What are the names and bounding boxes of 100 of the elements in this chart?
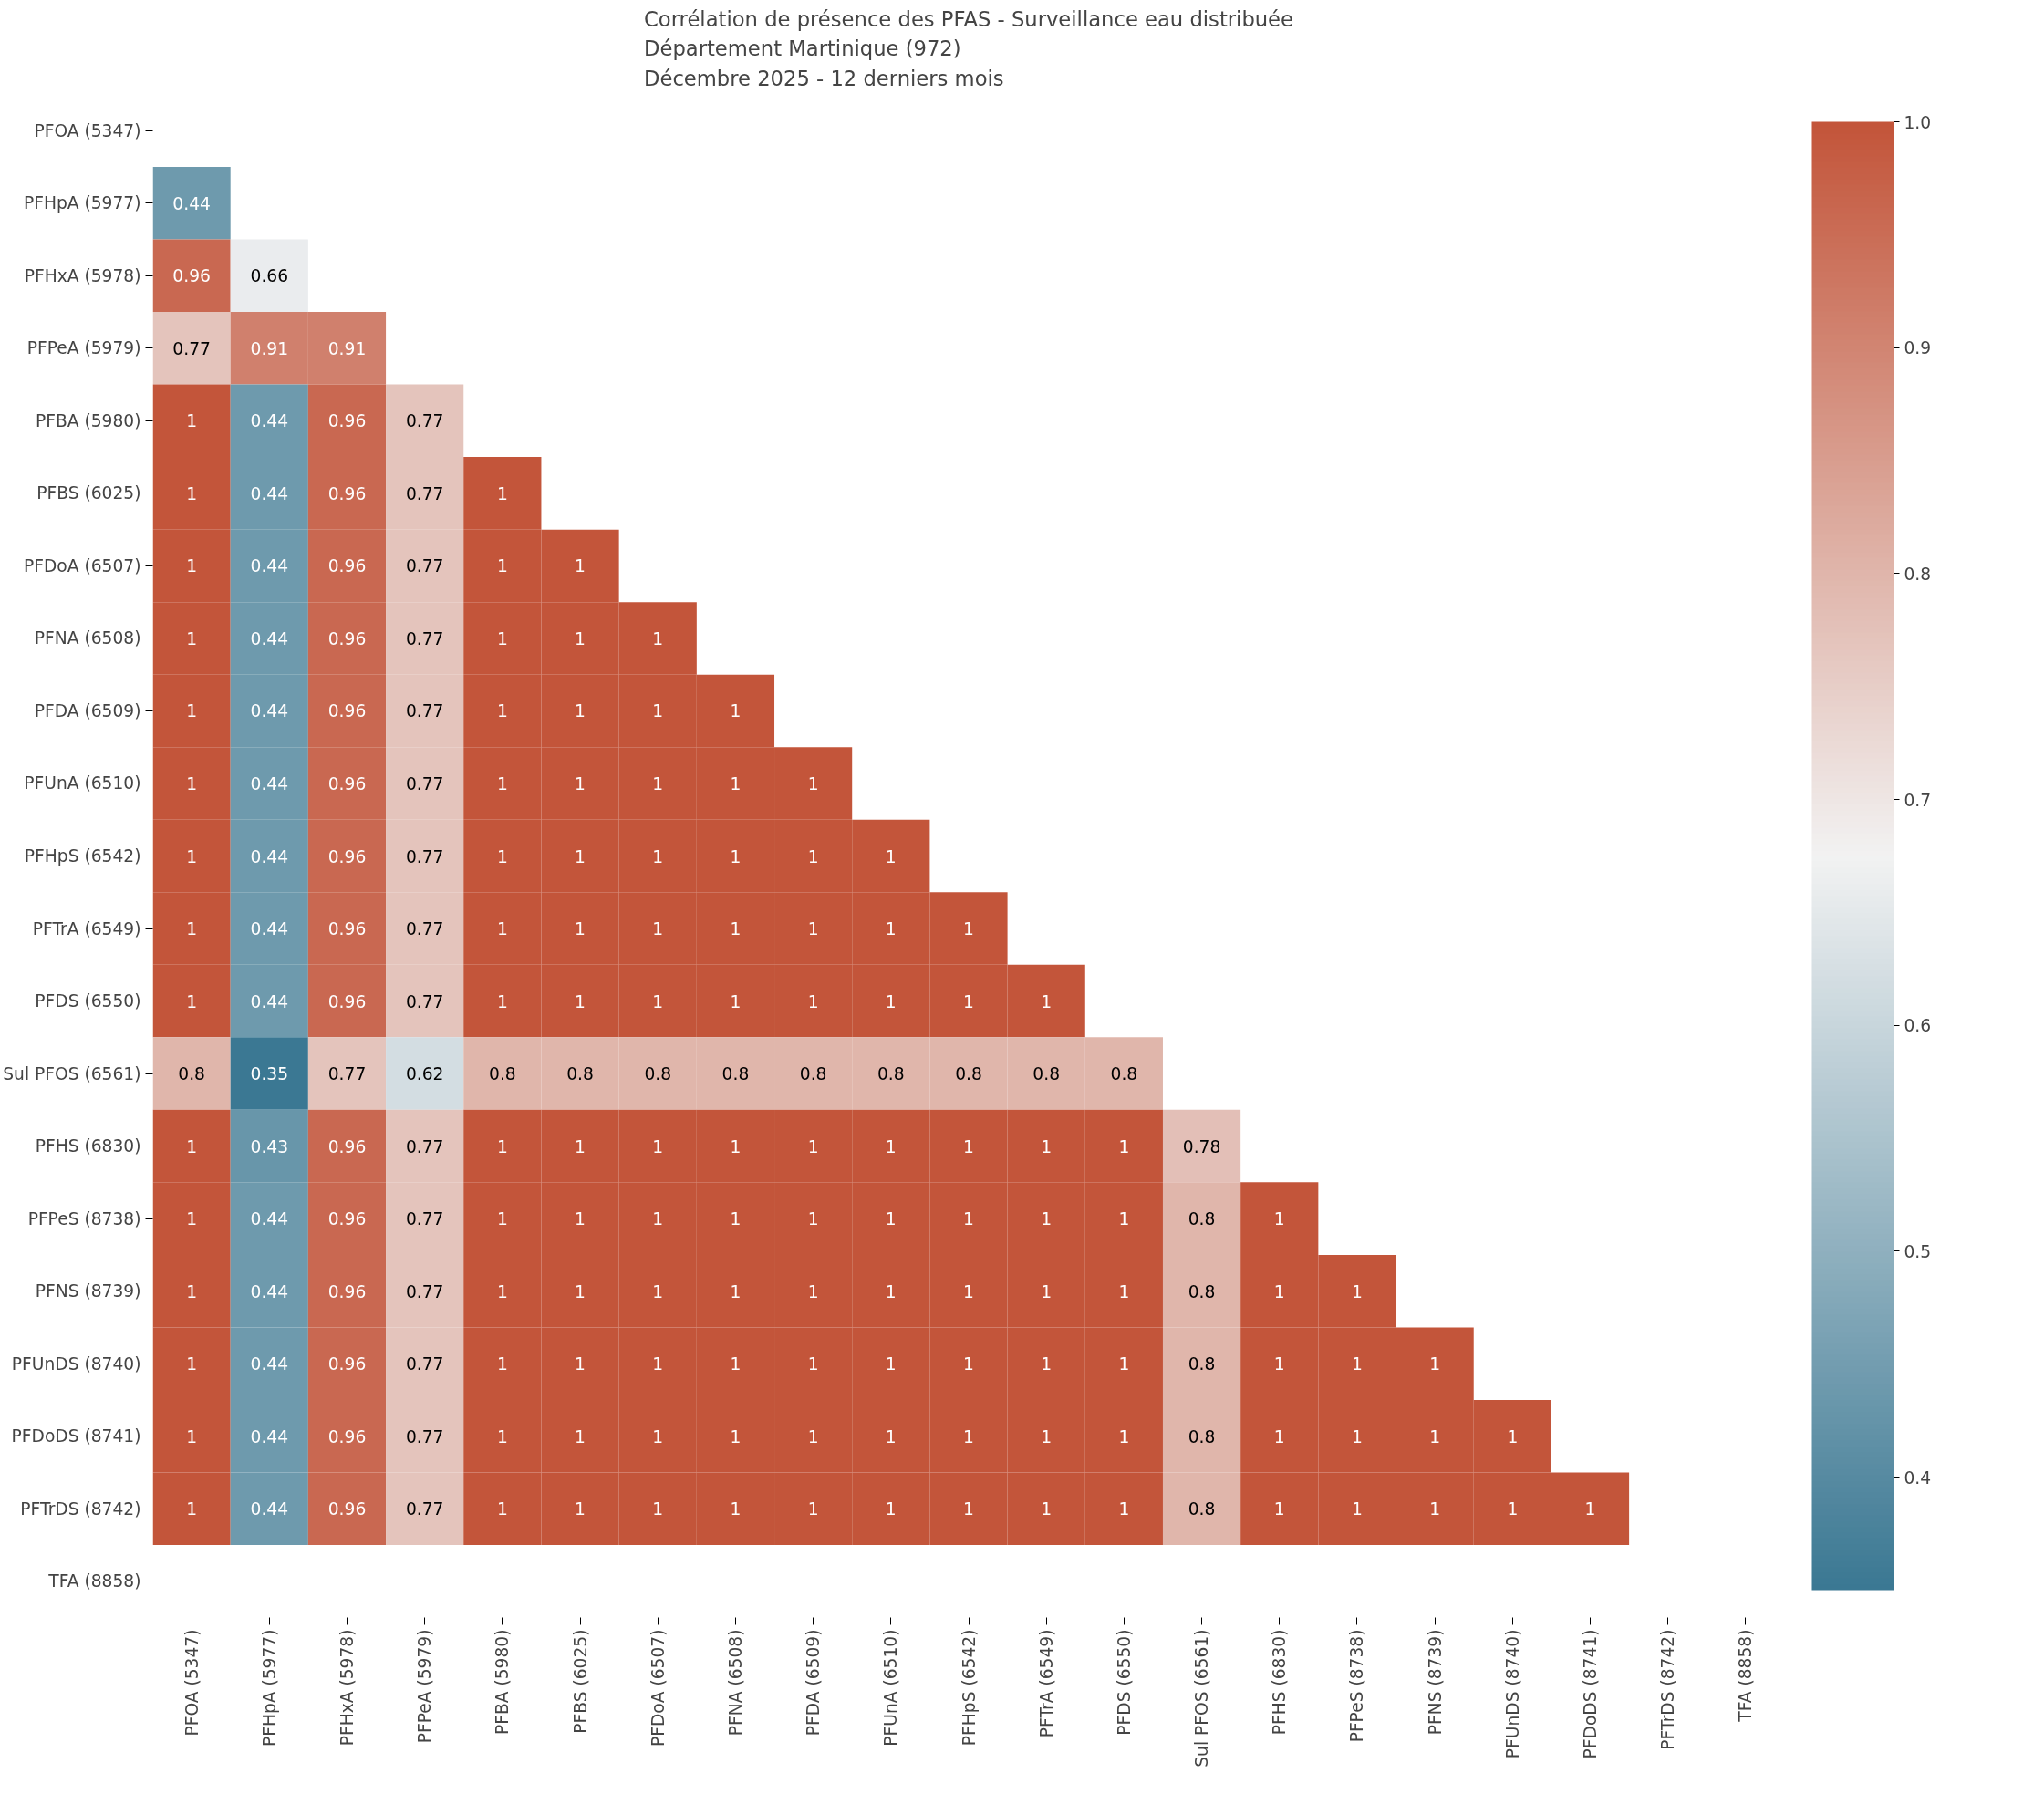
- y-tick-label: PFBA (5980): [35, 410, 141, 430]
- data-label: 1: [186, 773, 198, 793]
- data-label: 1: [807, 919, 819, 939]
- data-label: 1: [730, 1281, 742, 1301]
- x-tick-label: PFDS (6550): [1114, 1629, 1134, 1736]
- data-label: 1: [730, 1354, 742, 1374]
- data-label: 1: [186, 1426, 198, 1447]
- data-label: 0.8: [644, 1064, 672, 1084]
- data-label: 1: [652, 1281, 664, 1301]
- data-label: 1: [652, 1499, 664, 1519]
- data-label: 0.8: [1110, 1064, 1138, 1084]
- data-label: 0.77: [327, 1064, 367, 1084]
- data-label: 0.44: [250, 1354, 289, 1374]
- data-label: 0.8: [489, 1064, 516, 1084]
- data-label: 1: [186, 628, 198, 648]
- data-label: 1: [730, 773, 742, 793]
- color-bar-label: 0.8: [1904, 564, 1932, 584]
- data-label: 0.44: [250, 483, 289, 503]
- data-label: 0.8: [1188, 1499, 1216, 1519]
- data-label: 1: [963, 1209, 974, 1229]
- x-tick-label: PFUnDS (8740): [1502, 1629, 1522, 1759]
- data-label: 1: [1118, 1499, 1130, 1519]
- data-label: 0.96: [327, 773, 367, 793]
- data-label: 0.77: [172, 338, 211, 358]
- data-label: 1: [652, 1136, 664, 1156]
- data-label: 0.62: [405, 1064, 444, 1084]
- data-label: 0.35: [250, 1064, 289, 1084]
- data-label: 1: [575, 1281, 586, 1301]
- y-tick-label: PFHpS (6542): [24, 846, 141, 866]
- data-label: 1: [652, 1209, 664, 1229]
- x-tick-label: PFHS (6830): [1270, 1629, 1290, 1736]
- data-label: 1: [575, 773, 586, 793]
- data-label: 1: [575, 1354, 586, 1374]
- data-label: 1: [186, 1209, 198, 1229]
- y-tick-label: PFDA (6509): [34, 700, 141, 721]
- y-tick-label: PFDoDS (8741): [11, 1426, 141, 1447]
- data-label: 0.96: [327, 1426, 367, 1447]
- x-tick-label: PFDoDS (8741): [1581, 1629, 1601, 1759]
- data-label: 1: [1118, 1281, 1130, 1301]
- x-tick-label: PFHxA (5978): [337, 1629, 357, 1747]
- data-label: 1: [575, 991, 586, 1011]
- data-label: 1: [496, 701, 508, 721]
- x-tick-label: PFDA (6509): [804, 1629, 824, 1737]
- data-label: 1: [885, 919, 897, 939]
- data-label: 1: [730, 1209, 742, 1229]
- data-label: 0.77: [405, 1499, 444, 1519]
- data-label: 0.43: [250, 1136, 289, 1156]
- data-label: 0.77: [405, 628, 444, 648]
- data-label: 1: [652, 701, 664, 721]
- data-label: 1: [652, 1354, 664, 1374]
- data-label: 1: [496, 846, 508, 866]
- data-label: 1: [496, 991, 508, 1011]
- data-label: 1: [496, 1354, 508, 1374]
- data-label: 1: [730, 919, 742, 939]
- data-label: 1: [807, 1281, 819, 1301]
- x-tick-label: TFA (8858): [1736, 1629, 1756, 1723]
- data-label: 0.96: [172, 266, 211, 286]
- y-tick-label: PFTrDS (8742): [20, 1498, 141, 1519]
- data-label: 0.44: [250, 919, 289, 939]
- data-label: 1: [885, 1499, 897, 1519]
- data-label: 0.96: [327, 1209, 367, 1229]
- data-label: 1: [575, 701, 586, 721]
- data-label: 0.77: [405, 846, 444, 866]
- data-label: 0.8: [1188, 1209, 1216, 1229]
- data-label: 0.44: [172, 193, 211, 213]
- data-label: 1: [186, 991, 198, 1011]
- data-label: 0.77: [405, 701, 444, 721]
- data-label: 1: [1041, 1136, 1053, 1156]
- color-bar-label: 0.7: [1904, 790, 1932, 810]
- data-label: 0.78: [1182, 1136, 1221, 1156]
- data-label: 1: [652, 1426, 664, 1447]
- data-label: 0.96: [327, 701, 367, 721]
- data-label: 0.77: [405, 773, 444, 793]
- data-label: 1: [1429, 1499, 1441, 1519]
- data-label: 1: [575, 1426, 586, 1447]
- data-label: 1: [1429, 1426, 1441, 1447]
- data-label: 1: [1041, 1209, 1053, 1229]
- data-label: 0.96: [327, 919, 367, 939]
- data-label: 0.44: [250, 773, 289, 793]
- data-label: 0.44: [250, 411, 289, 431]
- data-label: 0.96: [327, 1136, 367, 1156]
- y-tick-label: Sul PFOS (6561): [3, 1063, 141, 1084]
- data-label: 1: [186, 1281, 198, 1301]
- color-bar-label: 0.9: [1904, 338, 1932, 358]
- data-label: 1: [1041, 991, 1053, 1011]
- color-bar-label: 0.4: [1904, 1467, 1932, 1488]
- data-label: 0.44: [250, 1209, 289, 1229]
- data-label: 0.77: [405, 1426, 444, 1447]
- data-label: 1: [496, 556, 508, 576]
- data-label: 0.8: [1188, 1281, 1216, 1301]
- data-label: 0.8: [1188, 1354, 1216, 1374]
- data-label: 1: [963, 991, 974, 1011]
- data-label: 0.96: [327, 628, 367, 648]
- data-label: 1: [1041, 1354, 1053, 1374]
- data-label: 1: [885, 1136, 897, 1156]
- data-label: 0.96: [327, 1354, 367, 1374]
- data-label: 0.8: [721, 1064, 750, 1084]
- data-label: 1: [1041, 1499, 1053, 1519]
- data-label: 1: [652, 991, 664, 1011]
- data-label: 0.96: [327, 411, 367, 431]
